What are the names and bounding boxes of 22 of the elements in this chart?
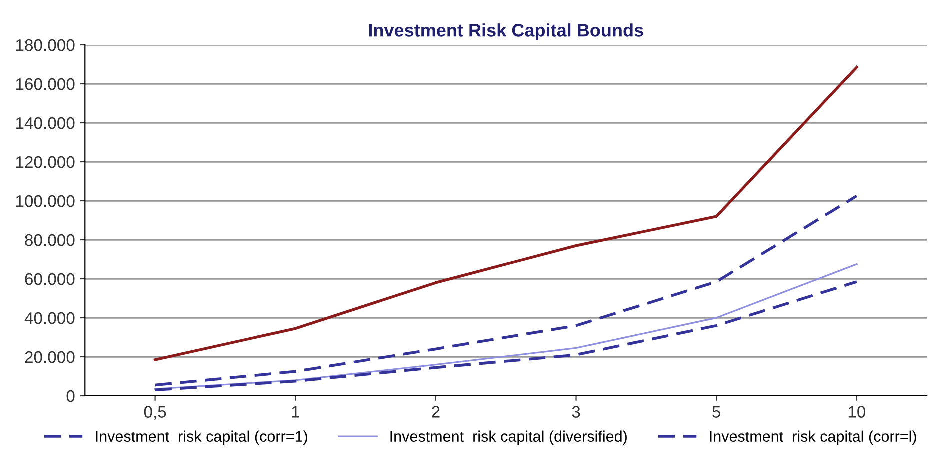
- chart-title: Investment Risk Capital Bounds: [369, 24, 644, 40]
- legend-label: Investment risk capital (corr=1): [96, 430, 308, 446]
- x-tick-label: 2: [432, 406, 440, 418]
- y-tick-label: 140.000: [16, 117, 75, 130]
- y-tick-label: 40.000: [24, 312, 75, 324]
- y-tick-label: 0: [66, 390, 75, 402]
- y-tick-label: 80.000: [25, 234, 75, 246]
- line-series: [154, 194, 858, 387]
- x-tick-label: 5: [712, 406, 721, 418]
- y-tick-label: 20.000: [25, 351, 75, 364]
- x-tick-label: 1: [292, 406, 300, 418]
- y-tick-label: 120.000: [16, 156, 75, 168]
- y-tick-label: 100.000: [16, 195, 75, 208]
- line-series: [154, 66, 858, 362]
- x-tick-label: 0,5: [144, 406, 166, 420]
- legend-label: Investment risk capital (corr=l): [710, 430, 916, 446]
- y-tick-label: 60.000: [25, 273, 75, 286]
- x-tick-label: 10: [848, 406, 866, 418]
- legend-label: Investment risk capital (diversified): [390, 430, 627, 446]
- y-tick-label: 160.000: [16, 78, 75, 90]
- y-tick-label: 180.000: [16, 39, 75, 52]
- x-tick-label: 3: [572, 406, 580, 418]
